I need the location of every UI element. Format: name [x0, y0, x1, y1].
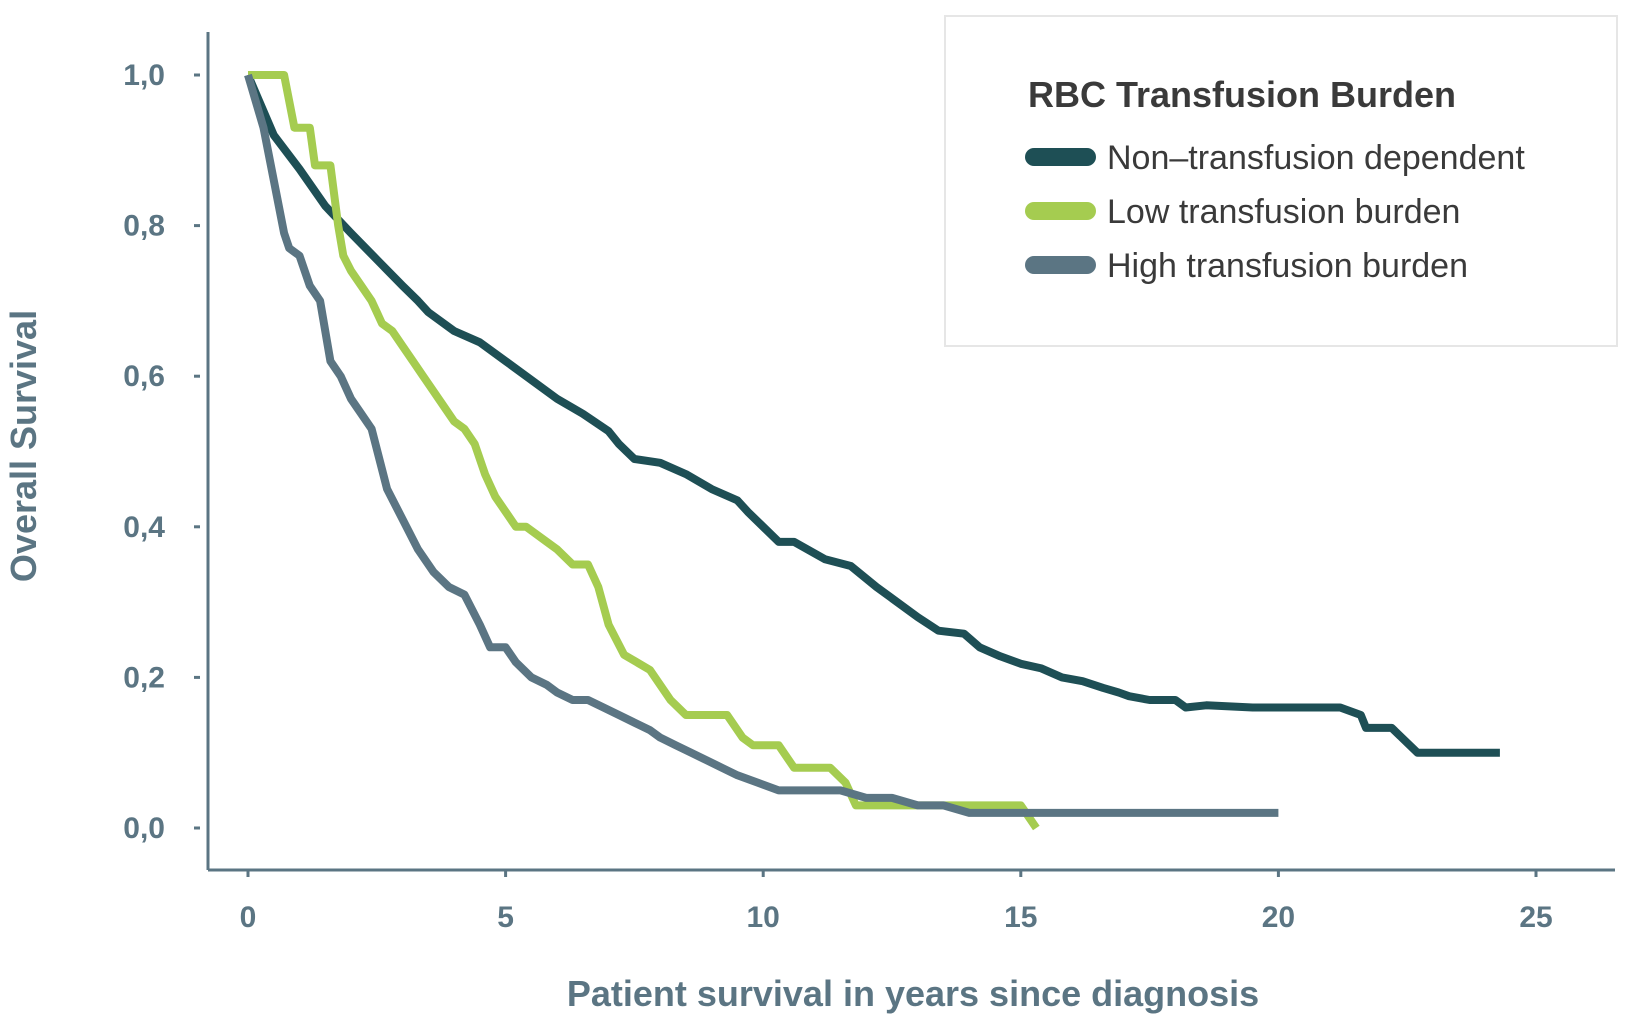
legend-items: Non–transfusion dependent Low transfusion…	[1025, 139, 1525, 285]
legend-title: RBC Transfusion Burden	[1028, 74, 1456, 115]
series-lines	[244, 71, 1500, 831]
series-line-1	[244, 73, 1500, 757]
x-tick-label: 20	[1262, 901, 1295, 934]
legend-label-3: High transfusion burden	[1107, 247, 1468, 285]
y-tick-label: 0,2	[123, 661, 165, 694]
x-tick-label: 0	[240, 901, 257, 934]
series-line-2	[248, 71, 1040, 831]
y-tick-label: 0,6	[123, 360, 165, 393]
legend-label-2: Low transfusion burden	[1107, 193, 1460, 231]
y-tick-label: 1,0	[123, 59, 165, 92]
x-tick-label: 5	[497, 901, 514, 934]
y-axis-title: Overall Survival	[3, 310, 44, 582]
x-tick-label: 10	[747, 901, 780, 934]
series-line-3	[244, 73, 1279, 817]
legend: RBC Transfusion Burden Non–transfusion d…	[944, 15, 1618, 347]
x-axis-title: Patient survival in years since diagnosi…	[567, 973, 1259, 1014]
y-tick-label: 0,8	[123, 210, 165, 243]
legend-box	[944, 15, 1618, 347]
y-tick-label: 0,4	[123, 511, 165, 544]
legend-label-1: Non–transfusion dependent	[1107, 139, 1525, 177]
x-tick-label: 15	[1004, 901, 1037, 934]
axes: 0,0 0,2 0,4 0,6 0,8 1,0 0 5 10 15 20 25	[123, 32, 1615, 934]
y-tick-label: 0,0	[123, 812, 165, 845]
x-tick-label: 25	[1519, 901, 1552, 934]
